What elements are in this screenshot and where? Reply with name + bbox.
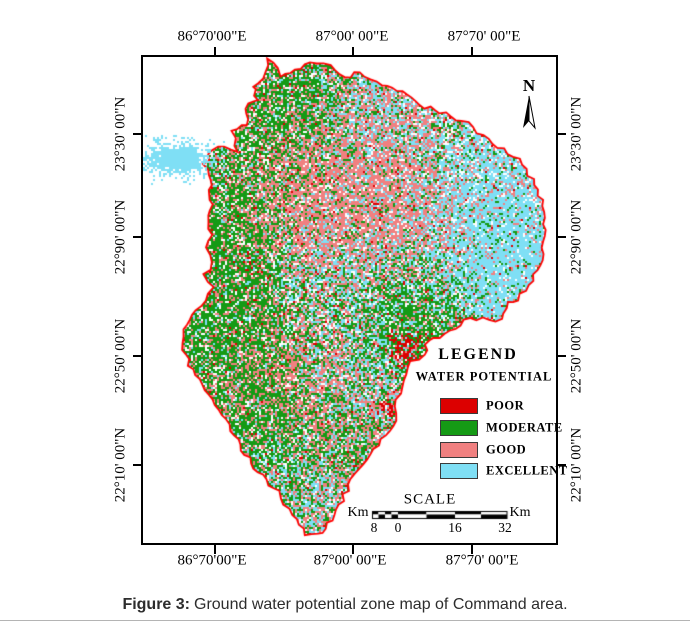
axis-tick-left: [133, 464, 142, 466]
legend-subtitle: WATER POTENTIAL: [415, 369, 553, 384]
legend-swatch-excellent: [440, 463, 478, 479]
legend-swatch-good: [440, 442, 478, 458]
axis-tick-left: [133, 355, 142, 357]
axis-tick-top: [471, 47, 473, 56]
axis-tick-bottom: [214, 545, 216, 554]
legend-swatch-moderate: [440, 420, 478, 436]
figure-caption-text: Ground water potential zone map of Comma…: [194, 596, 568, 613]
groundwater-potential-map: [143, 57, 556, 543]
latitude-label-right-2: 22°50' 00"N: [568, 318, 585, 394]
scale-number-0: 8: [370, 520, 378, 535]
scale-number-3: 32: [498, 520, 512, 535]
axis-tick-left: [133, 133, 142, 135]
legend-label-good: GOOD: [486, 442, 527, 457]
axis-tick-right: [557, 464, 566, 466]
latitude-label-left-1: 22°90' 00"N: [112, 199, 129, 275]
longitude-label-top-2: 87°70' 00"E: [447, 28, 521, 45]
latitude-label-left-3: 22°10' 00"N: [112, 427, 129, 503]
latitude-label-left-2: 22°50' 00"N: [112, 318, 129, 394]
figure-caption-label: Figure 3:: [122, 596, 190, 613]
latitude-label-right-1: 22°90' 00"N: [568, 199, 585, 275]
axis-tick-right: [557, 355, 566, 357]
north-arrow-icon: [523, 95, 536, 130]
scale-title: SCALE: [403, 491, 457, 508]
map-frame: [141, 55, 558, 545]
longitude-label-bottom-2: 87°70' 00"E: [445, 552, 519, 569]
latitude-label-left-0: 23°30' 00"N: [112, 96, 129, 172]
axis-tick-bottom: [352, 545, 354, 554]
longitude-label-top-0: 86°70'00"E: [177, 28, 247, 45]
axis-tick-left: [133, 236, 142, 238]
axis-tick-top: [214, 47, 216, 56]
axis-tick-right: [557, 236, 566, 238]
longitude-label-top-1: 87°00' 00"E: [315, 28, 389, 45]
legend-label-moderate: MODERATE: [486, 420, 563, 435]
longitude-label-bottom-0: 86°70'00"E: [177, 552, 247, 569]
legend-swatch-poor: [440, 398, 478, 414]
latitude-label-right-0: 23°30' 00"N: [568, 96, 585, 172]
scale-number-2: 16: [448, 520, 462, 535]
north-label: N: [522, 76, 536, 95]
legend-label-poor: POOR: [486, 398, 525, 413]
axis-tick-top: [352, 47, 354, 56]
axis-tick-bottom: [471, 545, 473, 554]
figure-caption: Figure 3: Ground water potential zone map…: [0, 596, 690, 614]
scale-unit-left: Km: [347, 505, 369, 520]
latitude-label-right-3: 22°10' 00"N: [568, 427, 585, 503]
longitude-label-bottom-1: 87°00' 00"E: [313, 552, 387, 569]
scale-number-1: 0: [394, 520, 402, 535]
legend-label-excellent: EXCELLENT: [486, 463, 568, 478]
scale-unit-right: Km: [509, 505, 531, 520]
axis-tick-right: [557, 133, 566, 135]
legend-title: LEGEND: [438, 346, 518, 363]
page-divider: [0, 620, 690, 621]
